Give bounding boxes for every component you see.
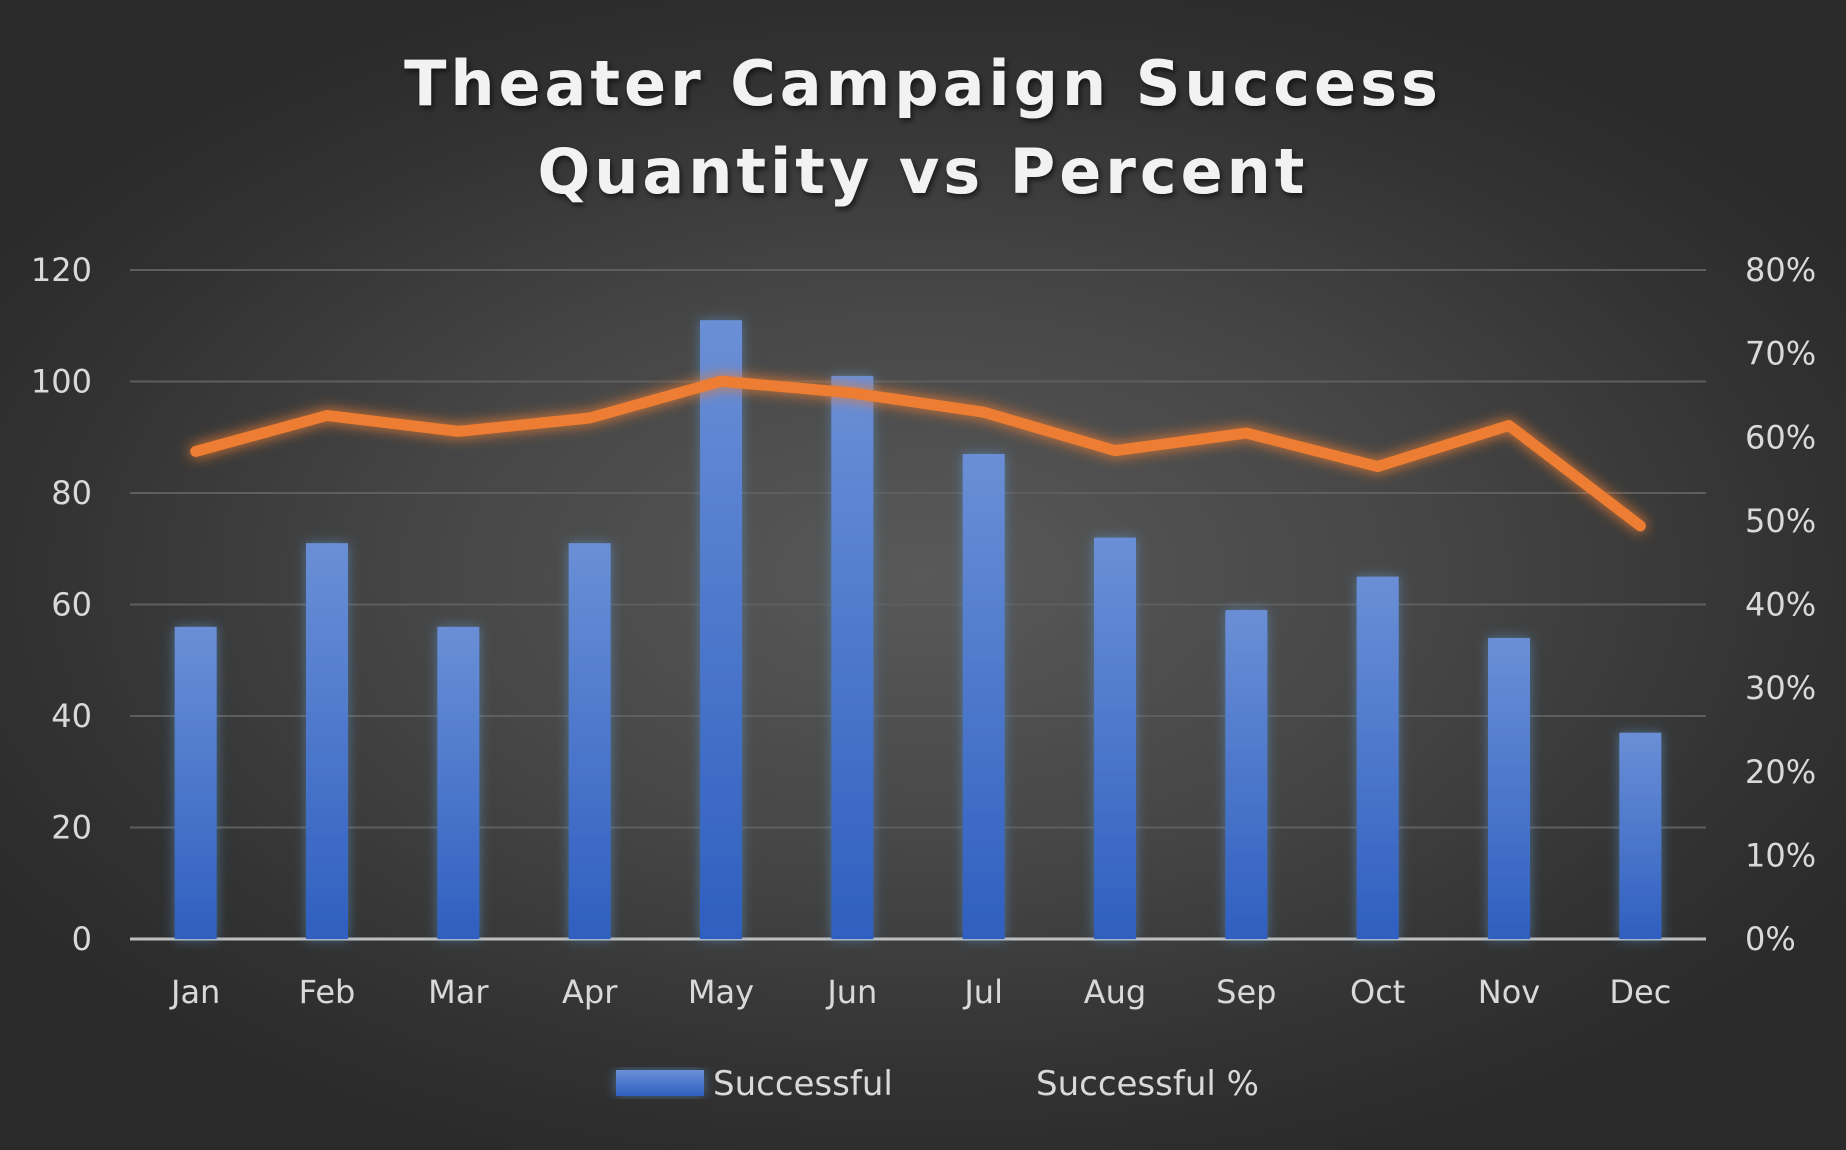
bar: [700, 320, 742, 939]
line-series: [190, 375, 1646, 532]
line-point: [720, 380, 722, 382]
line-point: [1508, 425, 1510, 427]
line-point: [195, 450, 197, 452]
right-axis-tick-label: 50%: [1745, 502, 1816, 540]
line-point: [1639, 525, 1641, 527]
left-axis-tick-label: 40: [51, 697, 92, 735]
legend-label-line: Successful %: [1036, 1064, 1259, 1104]
x-axis-tick-label: Sep: [1216, 973, 1276, 1011]
x-axis-tick-label: Nov: [1478, 973, 1540, 1011]
left-axis-tick-label: 60: [51, 586, 92, 624]
x-axis-tick-label: Dec: [1609, 973, 1671, 1011]
right-axis-tick-label: 10%: [1745, 836, 1816, 874]
bar: [306, 543, 348, 939]
chart-title-line-2: Quantity vs Percent: [538, 135, 1309, 208]
bar: [437, 626, 480, 939]
right-axis-tick-label: 30%: [1745, 669, 1816, 707]
x-axis-tick-label: Jan: [169, 973, 220, 1011]
left-axis-tick-label: 100: [31, 363, 92, 401]
right-axis-ticks: 0% 10% 20% 30% 40% 50% 60% 70% 80%: [1745, 251, 1816, 958]
line-point: [457, 430, 459, 432]
line-point: [983, 411, 985, 413]
chart-title: Theater Campaign Success Quantity vs Per…: [404, 47, 1442, 208]
bar: [174, 626, 217, 939]
right-axis-tick-label: 60%: [1745, 418, 1816, 456]
bar: [568, 543, 611, 939]
line-path: [190, 375, 1646, 532]
x-axis-ticks: Jan Feb Mar Apr May Jun Jul Aug Sep Oct Nov Dec: [169, 973, 1671, 1011]
right-axis-tick-label: 40%: [1745, 586, 1816, 624]
bar-series: [174, 320, 1662, 939]
bar: [1225, 610, 1268, 939]
line-point: [589, 417, 591, 419]
left-axis-tick-label: 0: [72, 920, 92, 958]
right-axis-tick-label: 0%: [1745, 920, 1796, 958]
bar: [1619, 732, 1662, 939]
bar: [1488, 637, 1530, 939]
line-point: [851, 392, 853, 394]
x-axis-tick-label: May: [688, 973, 754, 1011]
legend-swatch-bar: [616, 1070, 704, 1096]
bar: [831, 375, 874, 939]
line-point: [1245, 432, 1247, 434]
left-axis-tick-label: 20: [51, 809, 92, 847]
right-axis-tick-label: 80%: [1745, 251, 1816, 289]
bar: [1094, 537, 1136, 939]
line-point: [1114, 450, 1116, 452]
bar: [962, 453, 1005, 939]
right-axis-tick-label: 20%: [1745, 753, 1816, 791]
right-axis-tick-label: 70%: [1745, 335, 1816, 373]
left-axis-ticks: 0 20 40 60 80 100 120: [31, 251, 92, 958]
gridlines: [130, 269, 1706, 941]
x-axis-tick-label: Feb: [299, 973, 356, 1011]
bar: [1356, 576, 1399, 939]
x-axis-tick-label: Aug: [1084, 973, 1146, 1011]
legend: Successful Successful %: [616, 1064, 1259, 1104]
x-axis-tick-label: Mar: [428, 973, 489, 1011]
line-point: [326, 415, 328, 417]
chart-title-line-1: Theater Campaign Success: [404, 47, 1442, 120]
x-axis-tick-label: Jul: [962, 973, 1003, 1011]
x-axis-tick-label: Jun: [825, 973, 877, 1011]
left-axis-tick-label: 80: [51, 474, 92, 512]
x-axis-tick-label: Apr: [562, 973, 618, 1011]
left-axis-tick-label: 120: [31, 251, 92, 289]
x-axis-tick-label: Oct: [1350, 973, 1405, 1011]
legend-label-bar: Successful: [713, 1064, 893, 1104]
line-point: [1377, 466, 1379, 468]
